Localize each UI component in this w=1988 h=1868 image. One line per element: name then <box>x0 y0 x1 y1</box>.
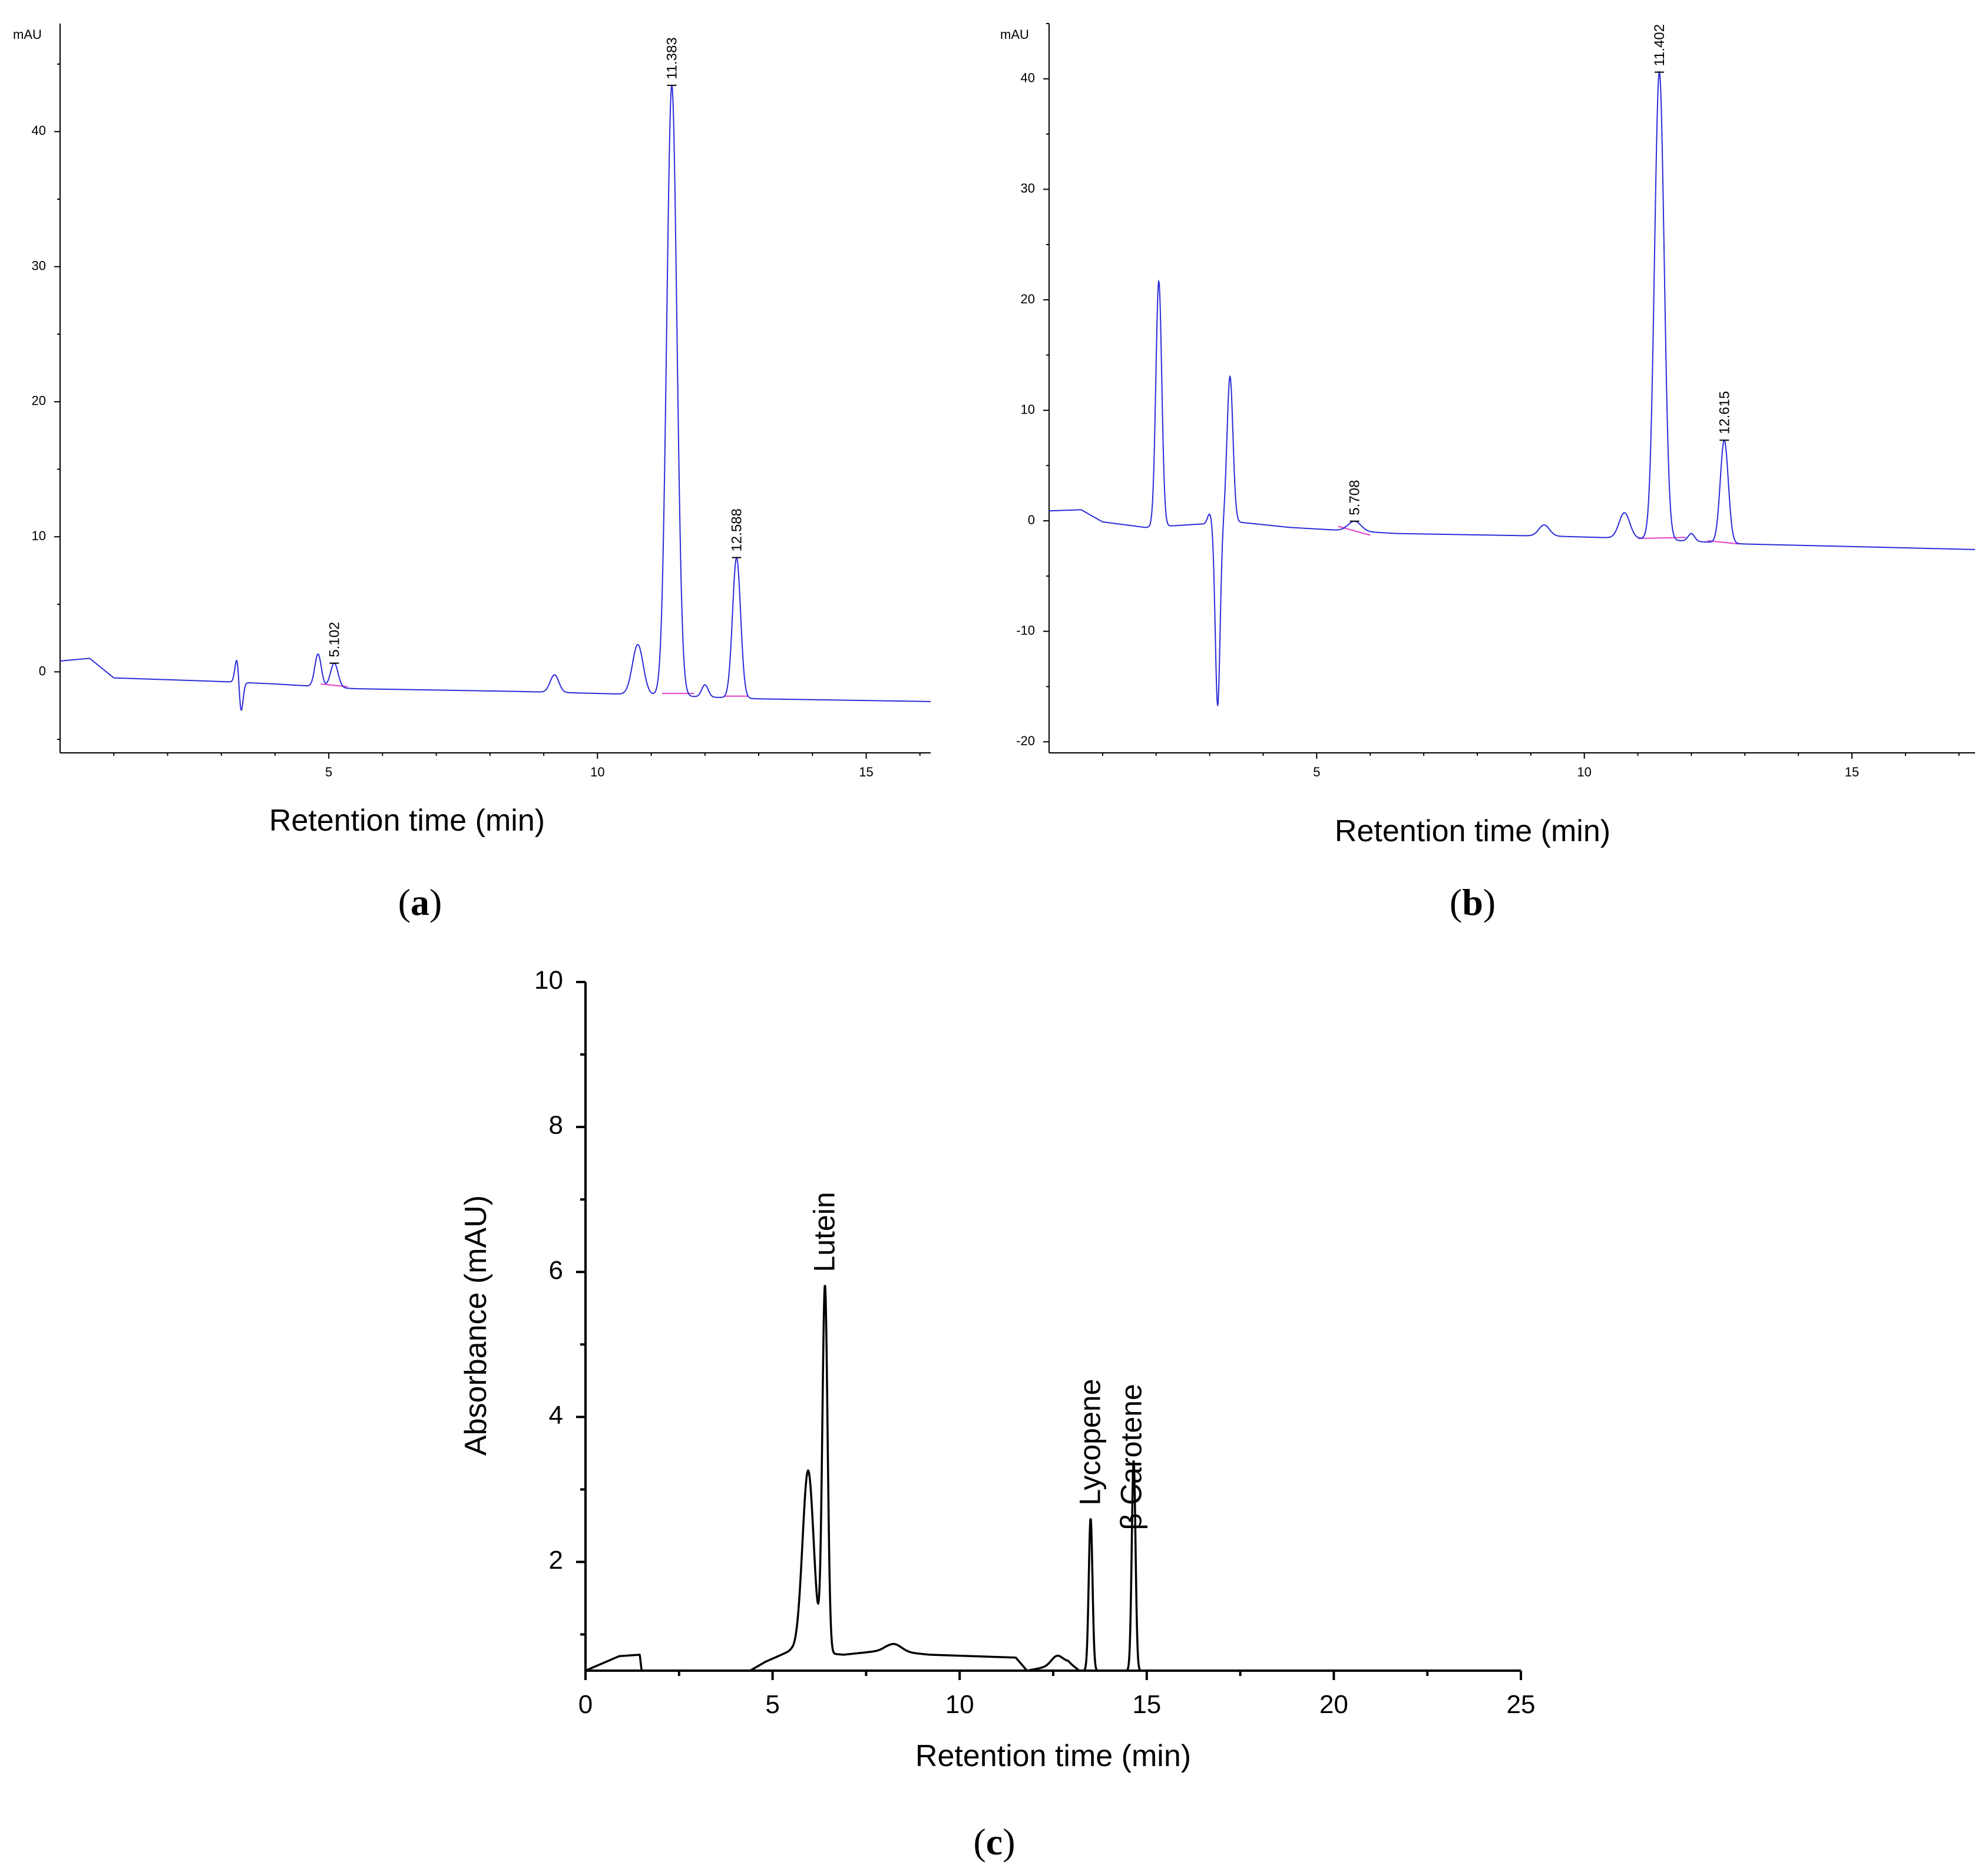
panel-c-label-letter: c <box>986 1821 1003 1863</box>
y-tick-label: 40 <box>32 123 46 138</box>
peak-label: 11.383 <box>664 37 680 80</box>
panel-a-label: (a) <box>398 881 442 923</box>
y-tick-label: -10 <box>1016 623 1035 637</box>
panel-c-chromatogram: 2 4 6 8 10 0 5 10 15 20 25 Lutein Lycopene β Carote… <box>459 966 1535 1863</box>
x-tick-label: 25 <box>1507 1690 1536 1719</box>
y-tick-label: 30 <box>1021 181 1035 196</box>
peak-label: β Carotene <box>1114 1384 1147 1530</box>
y-tick-label: 6 <box>549 1256 563 1285</box>
x-tick-label: 10 <box>590 765 604 779</box>
y-tick-label: 10 <box>1021 402 1035 416</box>
peak-label: 12.615 <box>1716 391 1732 434</box>
x-tick-label: 0 <box>578 1690 593 1719</box>
panel-a-x-axis-title: Retention time (min) <box>269 804 545 838</box>
y-tick-label: 0 <box>1028 513 1035 527</box>
panel-b-label-letter: b <box>1462 881 1483 923</box>
y-tick-label: 8 <box>549 1111 563 1140</box>
y-tick-label: 20 <box>1021 292 1035 306</box>
peak-label: Lycopene <box>1074 1379 1107 1506</box>
y-tick-label: 2 <box>549 1546 563 1575</box>
y-tick-label: 10 <box>32 528 46 543</box>
panel-b-x-axis-title: Retention time (min) <box>1335 814 1610 848</box>
x-tick-label: 5 <box>1313 765 1320 779</box>
panel-b-chromatogram: mAU -20 -10 0 10 20 30 40 5 10 15 5.708 11.402 12.… <box>1000 23 1976 923</box>
y-tick-label: 0 <box>39 663 46 678</box>
peak-label: 5.102 <box>326 622 342 657</box>
x-tick-label: 10 <box>945 1690 974 1719</box>
peak-label: 5.708 <box>1347 480 1363 515</box>
peak-label: Lutein <box>808 1192 841 1272</box>
panel-a-y-unit-label: mAU <box>13 27 42 42</box>
peak-label: 11.402 <box>1652 24 1668 67</box>
y-tick-label: -20 <box>1016 733 1035 748</box>
y-tick-label: 4 <box>549 1401 563 1430</box>
x-tick-label: 5 <box>325 765 332 779</box>
panel-a-label-letter: a <box>411 881 429 923</box>
y-tick-label: 40 <box>1021 71 1035 85</box>
panel-c-x-axis-title: Retention time (min) <box>915 1739 1191 1773</box>
panel-a-trace-line <box>59 85 931 711</box>
peak-label: 12.588 <box>729 508 745 551</box>
x-tick-label: 15 <box>1845 765 1859 779</box>
panel-b-trace-line <box>1048 70 1976 707</box>
y-tick-label: 10 <box>534 966 563 995</box>
panel-c-y-axis-title: Absorbance (mAU) <box>459 1195 493 1456</box>
panel-c-trace-line <box>585 1285 1521 1672</box>
x-tick-label: 20 <box>1319 1690 1348 1719</box>
y-tick-label: 20 <box>32 394 46 408</box>
panel-a-integration-baseline <box>320 683 748 697</box>
x-tick-label: 15 <box>1132 1690 1161 1719</box>
y-tick-label: 30 <box>32 258 46 273</box>
panel-c-label: (c) <box>973 1821 1015 1863</box>
x-tick-label: 10 <box>1577 765 1591 779</box>
x-tick-label: 15 <box>859 765 873 779</box>
panel-b-label: (b) <box>1450 881 1496 923</box>
panel-a-chromatogram: mAU 0 10 20 30 40 5 10 15 5.102 11.383 12.588 Re… <box>13 24 931 923</box>
panel-b-y-unit-label: mAU <box>1000 27 1029 42</box>
x-tick-label: 5 <box>765 1690 779 1719</box>
